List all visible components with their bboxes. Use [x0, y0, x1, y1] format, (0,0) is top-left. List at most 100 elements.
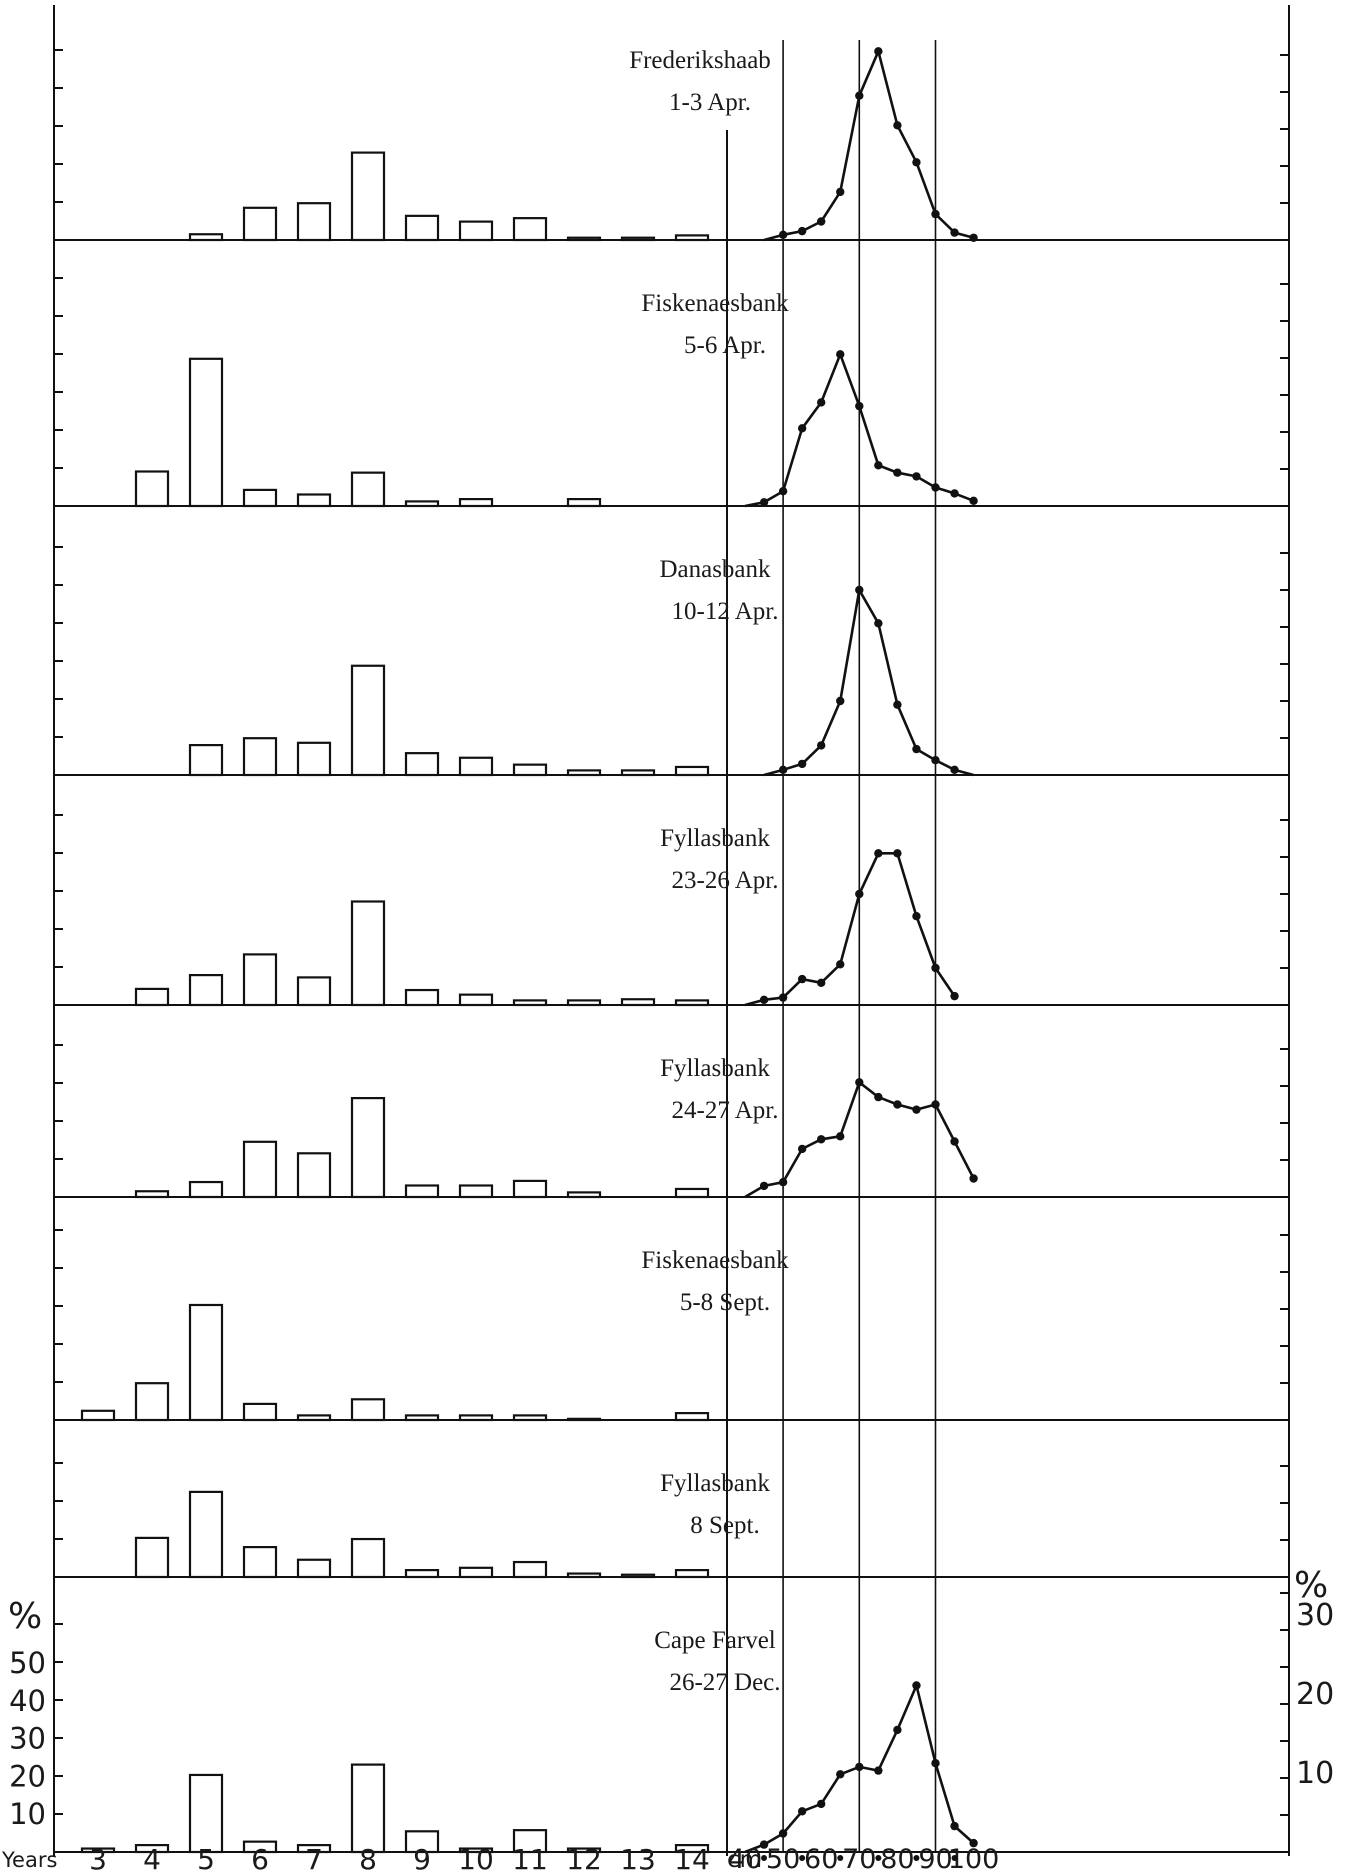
age-bar [242, 1545, 278, 1579]
age-bar [242, 1402, 278, 1422]
length-point [893, 1100, 902, 1109]
length-point [797, 759, 807, 769]
length-minor-dot [951, 1855, 958, 1861]
length-tick-label: 90 [918, 1844, 952, 1871]
age-bar [404, 988, 440, 1007]
length-point [893, 1725, 902, 1735]
length-point [893, 468, 902, 477]
length-point [759, 995, 769, 1005]
age-bar [188, 1303, 224, 1422]
age-bar [134, 1190, 170, 1199]
length-point [912, 744, 921, 754]
length-point [931, 483, 940, 492]
age-bar [404, 1414, 440, 1422]
length-point [855, 889, 864, 899]
age-bar [404, 1184, 440, 1199]
length-point [931, 1759, 940, 1768]
length-point [874, 1092, 883, 1102]
panel-title: Danasbank [659, 556, 771, 583]
chart-frame [53, 5, 1290, 1856]
length-minor-dot [837, 1855, 844, 1861]
length-point [759, 498, 769, 507]
panel-8: Cape Farvel 26-27 Dec. [54, 1592, 1289, 1854]
panel-dates: 26-27 Dec. [669, 1669, 780, 1696]
age-bar [296, 1558, 332, 1579]
length-point [969, 1174, 978, 1183]
age-bar [566, 999, 602, 1007]
length-point [797, 424, 807, 433]
age-bar [674, 765, 710, 777]
length-point [817, 978, 826, 987]
length-point [950, 489, 959, 498]
age-bar [458, 756, 494, 777]
length-point [912, 472, 921, 481]
age-bar [404, 214, 440, 242]
age-bar [674, 1411, 710, 1422]
length-point [797, 226, 807, 236]
age-bar [458, 1847, 494, 1854]
length-point [874, 47, 883, 56]
length-point [778, 1829, 788, 1838]
right-tick-label: 20 [1296, 1677, 1334, 1712]
panel-1: Frederikshaab 1-3 Apr. [54, 47, 1289, 242]
age-bar [566, 1191, 602, 1199]
age-tick-label: 8 [359, 1843, 377, 1871]
panel-7: Fyllasbank 8 Sept. [54, 1462, 1289, 1579]
length-point [893, 700, 902, 709]
left-tick-label: 50 [9, 1646, 46, 1680]
age-bar [188, 1773, 224, 1854]
age-tick-label: 10 [458, 1843, 494, 1871]
age-bar [242, 953, 278, 1007]
right-tick-label: 30 [1296, 1598, 1334, 1633]
length-point [836, 350, 845, 359]
length-minor-dot [799, 1855, 806, 1861]
age-bar [512, 999, 548, 1007]
age-bar [188, 743, 224, 777]
age-bar [296, 741, 332, 777]
length-point [855, 91, 864, 100]
age-bar [350, 900, 386, 1007]
age-bar [134, 470, 170, 508]
age-bar [296, 976, 332, 1007]
panel-title: Cape Farvel [654, 1627, 776, 1654]
length-point [797, 974, 807, 984]
length-axis-label: cm [727, 1847, 762, 1871]
length-point [893, 849, 902, 858]
panel-dates: 1-3 Apr. [669, 89, 751, 116]
age-bar [458, 220, 494, 242]
age-bar [350, 664, 386, 777]
age-bar [296, 493, 332, 508]
age-bar [512, 217, 548, 242]
age-bar [512, 1560, 548, 1579]
length-point [836, 960, 845, 969]
age-bar [350, 471, 386, 508]
panel-title: Frederikshaab [629, 47, 771, 74]
length-point [759, 1181, 769, 1191]
panel-6: Fiskenaesbank 5-8 Sept. [54, 1229, 1289, 1422]
length-point [778, 230, 788, 240]
age-bar [458, 1184, 494, 1199]
age-bar [134, 1843, 170, 1854]
age-bar [242, 737, 278, 777]
age-bar [188, 357, 224, 508]
age-bar [134, 1536, 170, 1579]
left-tick-label: 30 [9, 1722, 46, 1756]
length-point [912, 912, 921, 921]
age-tick-label: 5 [197, 1843, 215, 1871]
age-bar [296, 1414, 332, 1422]
length-point [931, 1100, 940, 1109]
age-bar [242, 1840, 278, 1854]
age-tick-label: 13 [620, 1843, 656, 1871]
age-bar [350, 1763, 386, 1854]
length-point [836, 1770, 845, 1779]
age-bar [674, 999, 710, 1007]
age-bar [188, 1490, 224, 1579]
length-point [969, 1838, 978, 1848]
age-bar [458, 498, 494, 508]
length-point [950, 991, 959, 1001]
length-point [874, 619, 883, 628]
length-point [874, 461, 883, 470]
length-point [855, 1762, 864, 1772]
